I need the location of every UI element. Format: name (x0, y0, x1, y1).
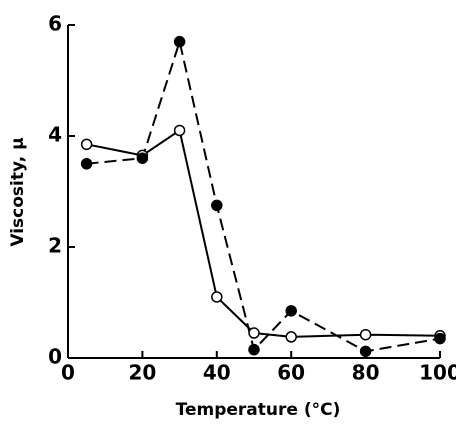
point (80, 138, 93, 151)
y-tick-label: 4 (48, 123, 62, 147)
series-line (86, 128, 441, 338)
y-tick-label: 2 (48, 234, 62, 258)
x-tick-label: 40 (203, 361, 231, 385)
point (285, 331, 297, 343)
point (285, 305, 297, 317)
point (248, 343, 260, 356)
y-axis-title: Viscosity, μ (8, 137, 28, 246)
series-line (86, 37, 441, 353)
point (136, 152, 149, 164)
point (211, 199, 223, 212)
point (80, 158, 93, 170)
point (434, 332, 446, 345)
x-axis-title: Temperature (°C) (176, 400, 341, 420)
point (173, 35, 186, 48)
point (359, 345, 372, 358)
point (359, 328, 372, 341)
y-tick-label: 6 (48, 12, 62, 36)
y-tick-label: 0 (48, 345, 62, 369)
x-tick-label: 100 (419, 361, 456, 385)
x-tick-label: 0 (61, 361, 75, 385)
point (173, 124, 186, 137)
x-tick-label: 20 (128, 361, 156, 385)
point (211, 291, 223, 303)
point (248, 327, 260, 339)
x-tick-label: 60 (277, 361, 305, 385)
x-tick-label: 80 (352, 361, 380, 385)
